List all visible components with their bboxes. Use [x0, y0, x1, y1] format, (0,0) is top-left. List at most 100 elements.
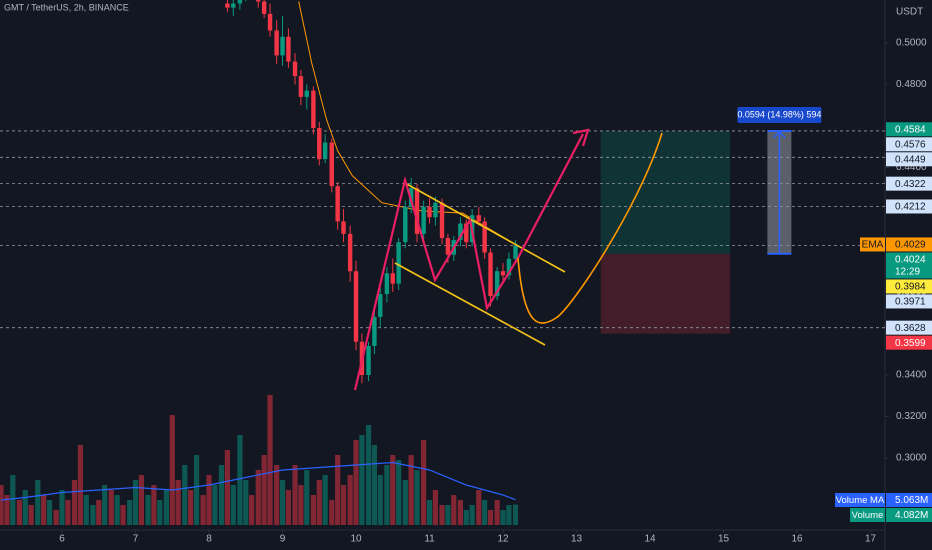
volume-bar — [384, 465, 390, 525]
candle-body — [341, 221, 346, 234]
candle-body — [335, 186, 340, 222]
candle-body — [439, 202, 445, 239]
y-tick-label: 0.3000 — [896, 453, 927, 464]
volume-bar — [432, 490, 439, 525]
x-tick-label: 11 — [424, 534, 435, 545]
volume-bar — [230, 485, 236, 525]
candle-body — [433, 202, 438, 218]
candle-body — [506, 258, 512, 276]
volume-bar — [396, 460, 402, 525]
volume-bar — [482, 500, 488, 525]
volume-bar — [77, 445, 84, 525]
y-tick-label: 0.4400 — [896, 162, 927, 173]
volume-bar — [451, 495, 457, 525]
candle-body — [286, 36, 291, 62]
candle-body — [513, 245, 518, 259]
price-label-box — [886, 176, 932, 191]
volume-bar — [445, 505, 451, 525]
price-label-box — [886, 252, 932, 279]
candle-body — [317, 128, 322, 160]
x-tick-label: 17 — [865, 534, 877, 545]
candle-body — [231, 3, 236, 8]
candle-body — [476, 215, 481, 222]
candle-body — [274, 30, 279, 56]
volume-bar — [390, 455, 396, 525]
volume-bar — [224, 450, 231, 525]
back-layer: 0.50000.48000.44000.38000.34000.32000.30… — [0, 38, 927, 533]
volume-bar — [310, 495, 316, 525]
price-label-box — [886, 335, 932, 350]
volume-bar — [132, 480, 139, 525]
volume-value-box — [886, 508, 932, 522]
candle-body — [353, 271, 359, 342]
volume-bar — [340, 485, 347, 525]
volume-bar — [157, 500, 163, 525]
volume-bar — [476, 490, 482, 525]
volume-bar — [402, 480, 408, 525]
price-label: 0.3599 — [895, 338, 926, 349]
volume-bar — [292, 465, 298, 525]
candle-body — [298, 76, 304, 97]
volume-legend: Volume — [852, 510, 884, 521]
volume-bar — [322, 475, 328, 525]
price-label: 0.4212 — [895, 202, 926, 213]
volume-bar — [414, 470, 420, 525]
candle-body — [329, 142, 334, 187]
measure-label-box — [737, 106, 822, 123]
candle-body — [458, 223, 463, 241]
candle-body — [378, 294, 383, 317]
volume-bar — [487, 510, 494, 525]
x-tick-label: 13 — [571, 534, 583, 545]
volume-bar — [304, 470, 310, 525]
ema-line — [298, 1, 516, 245]
volume-bar — [108, 490, 114, 525]
candle-body — [347, 233, 353, 272]
price-label: 0.4029 — [895, 240, 926, 251]
volume-bar — [218, 465, 225, 525]
volume-bar — [353, 440, 359, 525]
price-label-box — [886, 294, 932, 309]
candle-body — [292, 61, 298, 77]
x-tick-label: 9 — [280, 534, 286, 545]
volume-bar — [175, 480, 181, 525]
x-tick-label: 10 — [350, 534, 362, 545]
volume-bar — [90, 505, 96, 525]
x-tick-label: 15 — [718, 534, 730, 545]
volume-ma-line — [0, 461, 516, 501]
volume-bar — [188, 490, 194, 525]
volume-bar — [298, 485, 304, 525]
volume-bar — [127, 500, 133, 525]
candle-body — [390, 273, 395, 284]
price-label-box — [886, 199, 932, 214]
price-label: 0.4322 — [895, 179, 926, 190]
volume-bar — [237, 435, 243, 525]
price-label-box — [886, 237, 932, 252]
volume-bar — [500, 510, 506, 525]
volume-bar — [4, 495, 10, 525]
volume-bar — [267, 395, 273, 525]
price-unit: USDT — [896, 7, 923, 18]
x-tick-label: 8 — [206, 534, 212, 545]
price-label: 0.4576 — [895, 139, 926, 150]
volume-bar — [463, 510, 469, 525]
volume-bar — [96, 500, 102, 525]
volume-bar — [421, 440, 427, 525]
candle-body — [403, 206, 408, 243]
volume-ma-legend: Volume MA — [836, 495, 885, 506]
channel-lower — [394, 262, 546, 346]
volume-bar — [255, 470, 261, 525]
volume-bar — [35, 480, 41, 525]
candle-body — [396, 242, 401, 284]
volume-bar — [206, 475, 212, 525]
volume-bar — [200, 495, 206, 525]
drawings — [353, 128, 663, 391]
price-label-box — [886, 320, 932, 335]
candle-body — [225, 3, 230, 8]
volume-bar — [169, 415, 175, 525]
volume-bar — [59, 490, 65, 525]
candle-body — [322, 142, 328, 160]
volume-bar — [261, 455, 267, 525]
volume-bar — [279, 480, 286, 525]
candle-body — [267, 13, 273, 31]
